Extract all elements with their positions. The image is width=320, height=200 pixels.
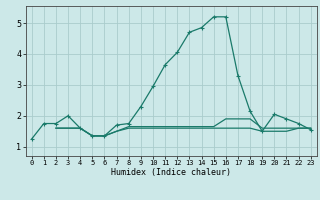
X-axis label: Humidex (Indice chaleur): Humidex (Indice chaleur) xyxy=(111,168,231,177)
